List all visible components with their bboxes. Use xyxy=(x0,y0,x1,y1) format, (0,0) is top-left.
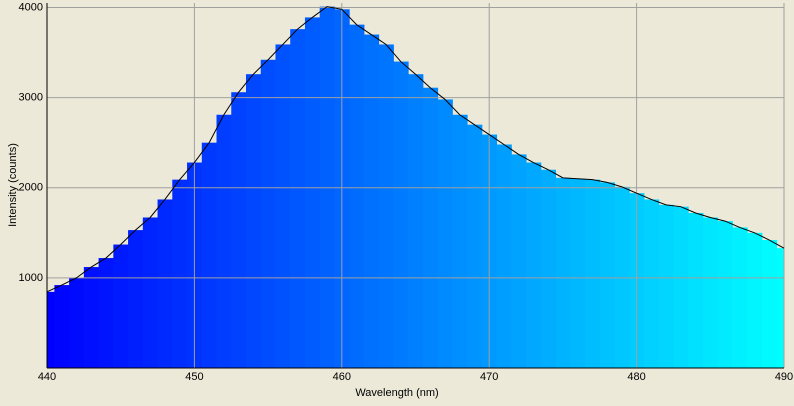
spectrum-line xyxy=(46,6,785,293)
x-tick-label: 490 xyxy=(775,371,793,383)
spectrum-bar xyxy=(732,227,748,368)
spectrum-bar xyxy=(747,232,763,368)
spectrum-bar xyxy=(98,258,114,368)
spectrum-bar xyxy=(201,142,218,368)
spectrum-bar xyxy=(585,179,601,368)
spectrum-bar xyxy=(128,230,144,368)
x-axis-label: Wavelength (nm) xyxy=(355,387,438,399)
spectrum-bar xyxy=(304,17,321,369)
spectrum-bar xyxy=(245,74,262,368)
y-tick-label: 3000 xyxy=(19,92,43,104)
spectrum-bar xyxy=(349,24,365,368)
spectrum-bar xyxy=(47,291,55,368)
spectrum-bar xyxy=(363,34,380,368)
y-tick-label: 2000 xyxy=(19,182,43,194)
x-tick-label: 470 xyxy=(480,371,498,383)
spectrum-bar xyxy=(643,199,660,368)
spectrum-bar xyxy=(113,244,129,368)
spectrum-bar xyxy=(393,61,409,368)
spectrum-bar xyxy=(540,169,557,368)
spectrum-bar xyxy=(658,204,674,368)
spectrum-bar xyxy=(526,162,542,368)
spectrum-bar xyxy=(378,44,394,369)
spectrum-bar xyxy=(452,114,468,369)
y-tick-label: 1000 xyxy=(19,272,43,284)
spectrum-bar xyxy=(776,248,785,368)
spectrum-bar xyxy=(599,182,615,368)
spectrum-bar xyxy=(761,240,778,368)
spectrum-bar xyxy=(216,114,232,369)
spectrum-bar xyxy=(511,154,527,368)
spectrum-bar xyxy=(157,199,173,368)
spectrum-bar xyxy=(702,217,719,368)
spectrum-bar xyxy=(437,99,453,368)
x-tick-label: 440 xyxy=(38,371,56,383)
y-axis-label: Intensity (counts) xyxy=(7,143,19,227)
spectrum-bar xyxy=(290,29,306,368)
spectrum-bar xyxy=(83,267,100,368)
spectrum-bar xyxy=(688,212,704,368)
x-tick-label: 450 xyxy=(185,371,203,383)
spectrum-bar xyxy=(260,59,276,369)
spectrum-bar xyxy=(69,277,85,368)
spectrum-bar xyxy=(467,124,483,369)
spectrum-bar xyxy=(172,179,188,368)
spectrum-bar xyxy=(673,206,689,368)
spectrum-bar xyxy=(422,87,439,368)
spectrum-bar xyxy=(570,178,586,368)
x-tick-label: 460 xyxy=(333,371,351,383)
spectrum-bar xyxy=(555,177,571,368)
spectrum-bar xyxy=(231,92,247,368)
spectrum-bar xyxy=(408,74,424,368)
y-tick-label: 4000 xyxy=(19,1,43,13)
spectrum-bar xyxy=(717,221,733,368)
spectrum-bar xyxy=(275,44,291,369)
spectrum-bar xyxy=(54,285,70,368)
spectrum-bar xyxy=(496,144,512,368)
x-tick-label: 480 xyxy=(627,371,645,383)
spectrum-bar xyxy=(142,217,159,368)
